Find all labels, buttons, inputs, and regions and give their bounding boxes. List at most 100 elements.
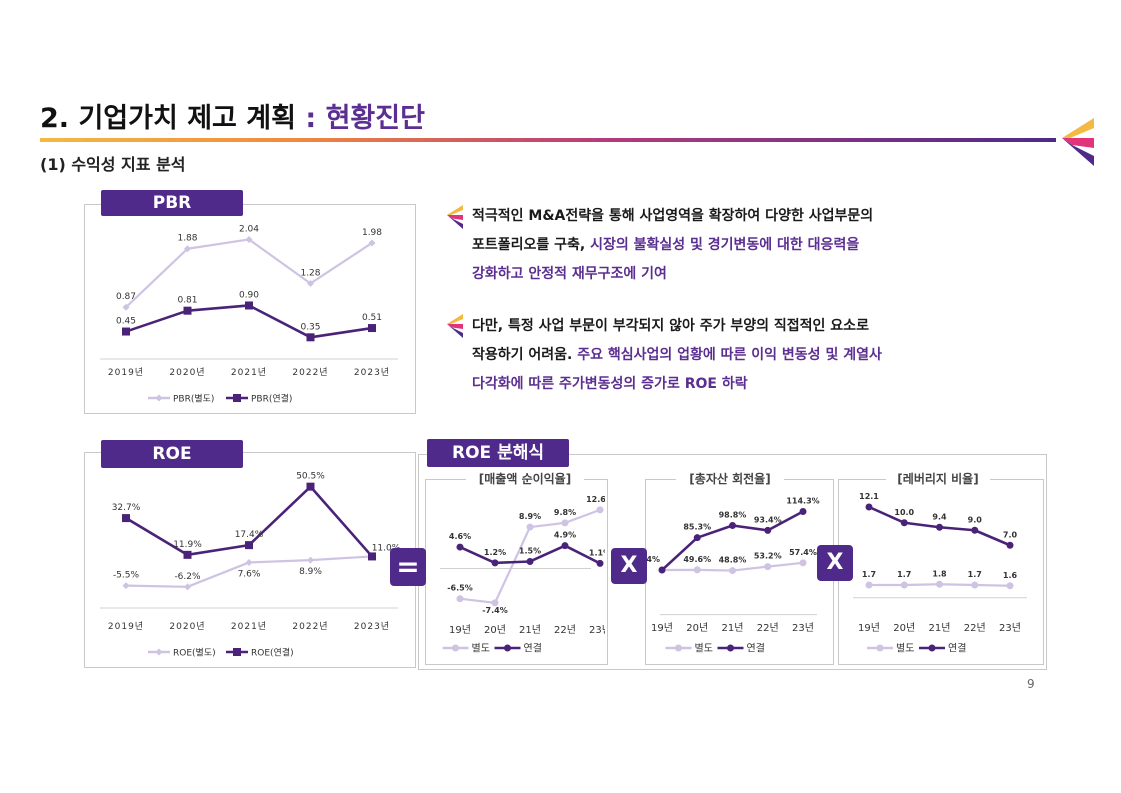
data-point — [307, 556, 314, 564]
x-tick-label: 21년 — [722, 622, 744, 634]
legend-marker — [452, 644, 459, 652]
data-label: 32.7% — [112, 503, 141, 513]
data-point — [971, 581, 979, 589]
data-point — [865, 581, 873, 589]
data-label: 12.6% — [586, 495, 605, 504]
data-point — [729, 522, 736, 530]
data-label: 7.6% — [238, 569, 261, 579]
legend-marker — [233, 648, 241, 656]
turnover-chart: 19년 20년 21년 22년 23년 49.6% 48.8% 53.2% 57.4% 49.4%… — [646, 497, 820, 655]
page-title: 2. 기업가치 제고 계획 : 현황진단 — [40, 103, 425, 134]
margin-chart-box — [425, 479, 608, 665]
turnover-chart-title: [총자산 회전율] — [676, 470, 784, 487]
data-point — [122, 303, 130, 311]
data-point — [368, 239, 376, 247]
data-point — [900, 581, 908, 589]
data-point — [799, 559, 807, 567]
data-label: 0.87 — [116, 292, 136, 302]
data-point — [693, 566, 701, 574]
data-point — [183, 306, 192, 315]
leverage-chart-title: [레버리지 비율] — [886, 470, 990, 487]
data-point — [764, 526, 772, 534]
roe-chart: 2019년 2020년 2021년 2022년 2023년 -5.5% -6.2% 7.6% 8… — [100, 472, 401, 659]
equals-sign: = — [390, 548, 426, 586]
roe-decomposition-title: ROE 분해식 — [427, 439, 569, 467]
data-point — [799, 508, 807, 516]
data-point — [456, 595, 464, 603]
data-label: 49.4% — [646, 555, 660, 564]
page-title-highlight: 현황진단 — [325, 103, 425, 134]
data-point — [526, 523, 534, 531]
multiply-sign: X — [611, 548, 647, 584]
pbr-chart: 2019년 2020년 2021년 2022년 2023년 0.87 1.88 2.04 1.2… — [100, 224, 398, 405]
data-point — [183, 550, 192, 559]
page-number: 9 — [1027, 677, 1035, 691]
data-label: 48.8% — [719, 556, 747, 565]
legend-label: 연결 — [524, 643, 542, 655]
multiply-sign: X — [817, 545, 853, 581]
legend-marker — [876, 644, 884, 652]
legend-marker — [928, 644, 936, 652]
data-point — [491, 559, 499, 567]
data-point — [693, 534, 701, 542]
data-label: 50.5% — [296, 472, 325, 482]
data-label: -6.5% — [447, 584, 473, 593]
data-point — [658, 566, 666, 574]
bullet-1: 적극적인 M&A전략을 통해 사업영역을 확장하여 다양한 사업부문의 포트폴리… — [472, 208, 874, 282]
x-tick-label: 20년 — [893, 622, 915, 634]
logo-bullet-icon — [447, 314, 463, 338]
margin-chart: 19년 20년 21년 22년 23년 -6.5% -7.4% 8.9% 9.8% 12.6% 4.… — [440, 495, 605, 655]
logo-bullet-icon — [447, 205, 463, 229]
roe-chart-title: ROE — [101, 440, 243, 468]
x-tick-label: 22년 — [757, 622, 779, 634]
data-point — [1006, 582, 1014, 590]
data-label: 9.8% — [554, 508, 576, 517]
x-tick-label: 23년 — [999, 622, 1021, 634]
data-label: 53.2% — [754, 552, 782, 561]
data-label: 1.98 — [362, 228, 382, 238]
bullet-2: 다만, 특정 사업 부문이 부각되지 않아 주가 부양의 직접적인 요소로 작용… — [472, 318, 882, 392]
x-tick-label: 2021년 — [231, 367, 267, 378]
data-point — [368, 552, 376, 561]
data-label: 0.90 — [239, 290, 259, 300]
legend-marker — [675, 644, 682, 652]
data-label: 93.4% — [754, 515, 782, 524]
x-tick-label: 21년 — [929, 622, 951, 634]
x-tick-label: 20년 — [686, 622, 708, 634]
x-tick-label: 2019년 — [108, 367, 144, 378]
data-point — [122, 327, 130, 336]
data-label: 1.7 — [862, 570, 876, 579]
data-label: 11.0% — [372, 543, 401, 553]
legend-label: 별도 — [896, 643, 914, 655]
data-label: -6.2% — [174, 572, 201, 582]
margin-chart-title: [매출액 순이익율] — [466, 470, 584, 487]
data-label: 8.9% — [519, 512, 541, 521]
data-point — [307, 279, 314, 287]
data-point — [561, 519, 569, 527]
data-label: 11.9% — [173, 540, 202, 550]
x-tick-label: 23년 — [792, 622, 814, 634]
data-point — [865, 503, 873, 511]
data-label: 57.4% — [789, 548, 817, 557]
data-label: 85.3% — [683, 523, 711, 532]
title-gradient-rule — [40, 138, 1056, 142]
data-point — [561, 542, 569, 550]
data-label: 49.6% — [683, 555, 711, 564]
data-point — [526, 557, 534, 565]
x-tick-label: 19년 — [858, 622, 880, 634]
leverage-chart-box — [838, 479, 1044, 665]
x-tick-label: 2022년 — [292, 621, 328, 632]
x-tick-label: 22년 — [964, 622, 986, 634]
legend-label: 연결 — [948, 643, 966, 655]
legend-marker — [155, 648, 163, 656]
legend-label: 별도 — [472, 643, 490, 655]
x-tick-label: 2020년 — [169, 621, 205, 632]
data-point — [245, 235, 253, 243]
legend-label: PBR(연결) — [251, 394, 292, 405]
x-tick-label: 2019년 — [108, 621, 144, 632]
x-tick-label: 22년 — [554, 624, 576, 636]
data-label: 1.88 — [177, 234, 197, 244]
data-label: -5.5% — [113, 571, 140, 581]
x-tick-label: 2021년 — [231, 621, 267, 632]
data-label: 1.28 — [300, 268, 320, 278]
